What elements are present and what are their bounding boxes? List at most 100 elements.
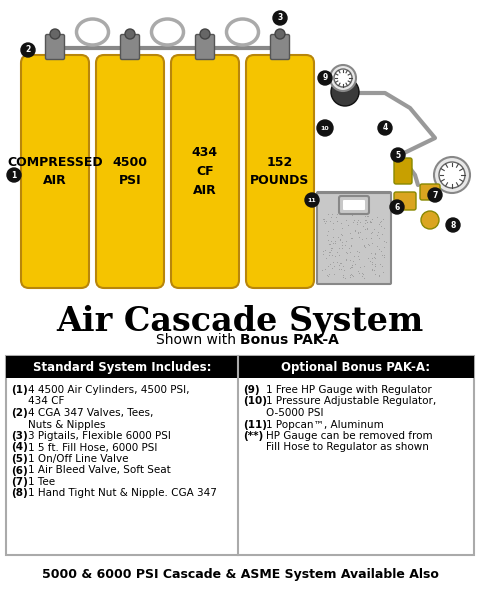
Text: 434 CF: 434 CF: [28, 397, 64, 407]
FancyBboxPatch shape: [271, 34, 289, 59]
Point: [327, 212, 335, 222]
Point: [325, 247, 333, 257]
Circle shape: [317, 120, 333, 136]
Text: 152
POUNDS: 152 POUNDS: [250, 155, 310, 187]
Point: [367, 248, 375, 257]
Point: [363, 212, 371, 221]
Point: [363, 218, 371, 227]
Point: [337, 259, 345, 268]
Point: [333, 216, 341, 226]
Text: Air Cascade System: Air Cascade System: [56, 305, 424, 338]
Point: [361, 218, 369, 227]
Point: [333, 247, 341, 257]
Point: [360, 221, 367, 231]
Point: [355, 254, 363, 263]
Point: [348, 240, 355, 250]
Point: [338, 238, 346, 247]
Point: [373, 212, 381, 221]
Point: [337, 218, 345, 228]
Point: [364, 239, 372, 248]
Point: [331, 269, 338, 279]
Point: [348, 260, 356, 269]
Point: [364, 253, 372, 263]
Point: [336, 259, 344, 268]
Text: Optional Bonus PAK-A:: Optional Bonus PAK-A:: [281, 361, 431, 373]
Point: [349, 271, 357, 281]
Point: [365, 241, 372, 250]
Bar: [238, 356, 474, 378]
Point: [331, 236, 339, 245]
Point: [367, 233, 374, 243]
Point: [356, 227, 363, 237]
Point: [330, 238, 337, 248]
Point: [347, 242, 355, 251]
Point: [319, 265, 326, 275]
Text: (4): (4): [11, 443, 28, 452]
Point: [362, 233, 370, 242]
FancyBboxPatch shape: [339, 196, 369, 214]
Circle shape: [439, 162, 465, 188]
Text: 1: 1: [12, 170, 17, 179]
Text: 1 On/Off Line Valve: 1 On/Off Line Valve: [28, 454, 129, 464]
Point: [360, 240, 367, 250]
Point: [360, 241, 368, 251]
Point: [326, 216, 334, 226]
Point: [322, 217, 330, 226]
Text: (7): (7): [11, 477, 28, 487]
Point: [375, 271, 383, 281]
Point: [335, 232, 342, 242]
Point: [368, 214, 376, 223]
Text: 3 Pigtails, Flexible 6000 PSI: 3 Pigtails, Flexible 6000 PSI: [28, 431, 171, 441]
Point: [354, 246, 361, 256]
FancyBboxPatch shape: [317, 192, 391, 284]
Text: 4 CGA 347 Valves, Tees,: 4 CGA 347 Valves, Tees,: [28, 408, 154, 418]
Point: [374, 227, 382, 237]
Text: (9): (9): [243, 385, 260, 395]
Point: [347, 269, 354, 279]
Point: [371, 259, 379, 269]
Point: [359, 268, 366, 277]
Text: 4500
PSI: 4500 PSI: [112, 155, 147, 187]
Point: [345, 244, 352, 253]
Circle shape: [428, 188, 442, 202]
Point: [321, 245, 329, 254]
Text: 1 5 ft. Fill Hose, 6000 PSI: 1 5 ft. Fill Hose, 6000 PSI: [28, 443, 157, 452]
Point: [375, 220, 383, 229]
Point: [368, 257, 376, 267]
Point: [375, 245, 383, 254]
Point: [351, 260, 359, 269]
Point: [380, 242, 388, 252]
Circle shape: [434, 157, 470, 193]
Point: [324, 236, 332, 245]
Point: [333, 209, 340, 219]
Point: [367, 218, 375, 227]
Text: (11): (11): [243, 419, 267, 430]
Point: [356, 269, 363, 278]
Point: [348, 210, 356, 220]
Point: [378, 250, 386, 260]
Text: (5): (5): [11, 454, 28, 464]
Text: 1 Air Bleed Valve, Soft Seat: 1 Air Bleed Valve, Soft Seat: [28, 466, 171, 475]
Point: [347, 256, 354, 265]
Circle shape: [50, 29, 60, 39]
FancyBboxPatch shape: [420, 184, 440, 200]
Point: [324, 270, 331, 280]
Circle shape: [305, 193, 319, 207]
Point: [361, 215, 369, 225]
Point: [342, 256, 350, 265]
Point: [366, 256, 374, 266]
Point: [349, 217, 357, 227]
Point: [346, 270, 354, 280]
Point: [370, 224, 378, 233]
Point: [368, 227, 376, 237]
Point: [377, 221, 385, 231]
Point: [328, 243, 336, 253]
Text: Standard System Includes:: Standard System Includes:: [33, 361, 211, 373]
Point: [363, 217, 371, 227]
Point: [377, 247, 385, 256]
FancyBboxPatch shape: [195, 34, 215, 59]
Point: [371, 269, 379, 279]
Point: [338, 240, 346, 250]
Point: [346, 272, 354, 282]
Point: [368, 265, 376, 274]
